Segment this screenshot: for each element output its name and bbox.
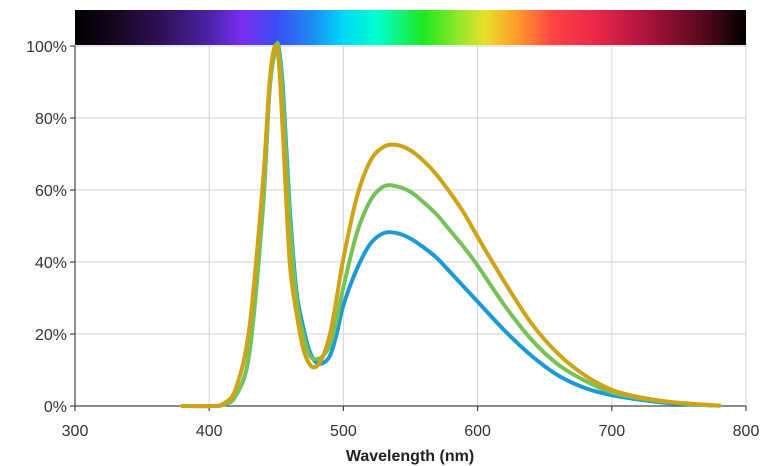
axes [70,45,747,411]
series-line-3 [180,43,722,409]
x-tick-label: 400 [196,423,223,440]
x-tick-label: 300 [62,423,89,440]
y-tick-label: 0% [44,399,67,416]
y-tick-label: 40% [35,255,67,272]
tick-labels: 0% 20% 40% 60% 80% 100% 300 400 500 600 700 800 [26,39,759,440]
x-tick-label: 700 [598,423,625,440]
y-tick-label: 80% [35,111,67,128]
y-tick-label: 60% [35,183,67,200]
series-line-2 [180,41,722,409]
visible-spectrum-bar [75,10,746,45]
x-tick-label: 600 [464,423,491,440]
series-lines [180,40,722,409]
x-tick-label: 500 [330,423,357,440]
y-tick-label: 100% [26,39,67,56]
x-axis-title: Wavelength (nm) [346,448,474,465]
x-tick-label: 800 [733,423,760,440]
y-tick-label: 20% [35,327,67,344]
grid-lines [75,45,747,406]
